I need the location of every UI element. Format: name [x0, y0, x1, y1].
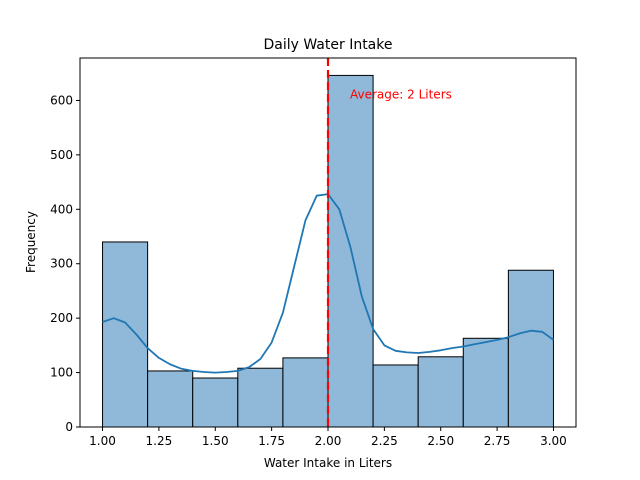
histogram-bar: [147, 370, 194, 428]
histogram-bar: [282, 357, 329, 428]
x-tick-label: 1.75: [258, 434, 285, 448]
histogram-bar: [102, 241, 149, 428]
average-line-group: Average: 2 Liters: [326, 58, 452, 427]
histogram-bar: [462, 337, 509, 428]
x-tick-label: 1.25: [146, 434, 173, 448]
histogram-bar: [417, 356, 464, 428]
x-tick-label: 1.00: [89, 434, 116, 448]
chart-title: Daily Water Intake: [263, 37, 392, 53]
histogram-bar: [372, 364, 419, 428]
x-tick-label: 2.75: [484, 434, 511, 448]
x-tick-label: 1.50: [202, 434, 229, 448]
y-tick-label: 100: [50, 366, 73, 380]
x-axis-label: Water Intake in Liters: [264, 456, 392, 470]
x-tick-label: 2.25: [371, 434, 398, 448]
y-tick-label: 200: [50, 311, 73, 325]
y-tick-label: 300: [50, 257, 73, 271]
histogram-bar: [192, 377, 239, 428]
y-tick-label: 600: [50, 93, 73, 107]
average-annotation: Average: 2 Liters: [350, 87, 452, 101]
y-axis-label: Frequency: [24, 211, 38, 273]
histogram-bar: [507, 269, 554, 428]
x-tick-label: 2.50: [427, 434, 454, 448]
y-tick-label: 400: [50, 202, 73, 216]
x-axis-ticks: 1.00 1.25 1.50 1.75 2.00 2.25 2.50 2.75 3.00: [89, 427, 567, 448]
x-tick-label: 3.00: [540, 434, 567, 448]
y-tick-label: 500: [50, 148, 73, 162]
y-tick-label: 0: [65, 420, 73, 434]
y-axis-ticks: 0 100 200 300 400 500 600: [50, 93, 80, 434]
x-tick-label: 2.00: [315, 434, 342, 448]
histogram-bar: [237, 367, 284, 428]
